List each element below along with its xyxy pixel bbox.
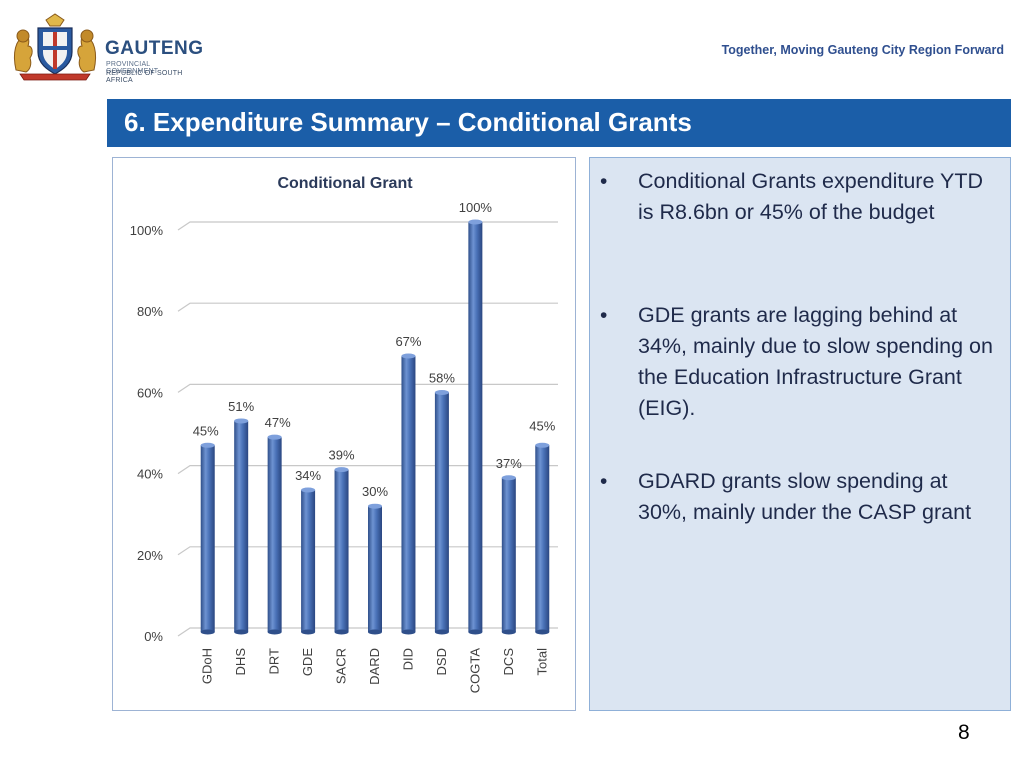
bullet-text: Conditional Grants expenditure YTD is R8… xyxy=(638,169,983,224)
data-label: 51% xyxy=(228,399,254,414)
y-tick-label: 20% xyxy=(137,548,163,563)
bar-base xyxy=(468,629,483,635)
bar xyxy=(200,445,215,632)
bar-cap xyxy=(267,434,282,440)
bar-cap xyxy=(200,442,215,448)
logo-subtitle-provincial: PROVINCIAL GOVERNMENT xyxy=(106,61,159,75)
x-tick-label: GDoH xyxy=(200,648,215,684)
x-axis: GDoH DHS DRT GDE SACR DARD DID DSD COGTA DCS Total xyxy=(200,648,550,694)
gridline xyxy=(177,383,558,393)
data-label: 47% xyxy=(265,415,291,430)
x-tick-label: DRT xyxy=(267,648,282,675)
bar-base xyxy=(368,629,382,635)
bar-base xyxy=(234,629,249,635)
bar-base xyxy=(501,629,516,635)
bar xyxy=(501,477,516,632)
x-tick-label: DHS xyxy=(233,648,248,676)
bar xyxy=(401,355,416,632)
y-tick-label: 60% xyxy=(137,385,163,400)
conditional-grant-chart: Conditional Grant 0% 20% 40% 60% 80% 100% 45%… xyxy=(130,175,558,694)
data-label: 34% xyxy=(295,468,321,483)
y-axis: 0% 20% 40% 60% 80% 100% xyxy=(130,223,164,644)
chart-panel: Conditional Grant 0% 20% 40% 60% 80% 100% 45%… xyxy=(112,157,576,711)
bar-cap xyxy=(234,418,249,424)
data-label: 30% xyxy=(362,484,388,499)
bar-cap xyxy=(334,467,349,473)
bar-base xyxy=(434,629,449,635)
bar-base xyxy=(334,629,349,635)
data-label: 37% xyxy=(496,456,522,471)
bar xyxy=(234,420,249,632)
x-tick-label: DID xyxy=(400,648,415,670)
x-tick-label: DSD xyxy=(434,648,449,675)
page-number: 8 xyxy=(958,721,970,744)
data-label: 100% xyxy=(459,200,493,215)
bar-cap xyxy=(434,390,449,396)
chart-title: Conditional Grant xyxy=(277,175,413,192)
bar-base xyxy=(301,629,316,635)
y-tick-label: 100% xyxy=(130,223,164,238)
gridline xyxy=(177,221,558,231)
bar xyxy=(434,392,449,632)
data-label: 45% xyxy=(193,423,219,438)
x-tick-label: DCS xyxy=(501,648,516,676)
x-tick-label: SACR xyxy=(334,648,349,684)
bar-cap xyxy=(301,487,316,493)
gridline xyxy=(177,302,558,312)
bars: 45% 51% 47% 34% 39% 30% 67% 58% 100% 37% 45% xyxy=(193,200,556,635)
bar-base xyxy=(535,629,550,635)
header-tagline: Together, Moving Gauteng City Region For… xyxy=(721,43,1004,57)
data-label: 45% xyxy=(529,418,555,433)
bar-cap xyxy=(501,475,516,481)
bar-cap xyxy=(468,219,483,225)
y-tick-label: 0% xyxy=(144,629,163,644)
bullet-text: GDE grants are lagging behind at 34%, ma… xyxy=(638,303,993,420)
bullet-symbol: • xyxy=(600,470,608,493)
bar-cap xyxy=(535,442,550,448)
coat-of-arms-icon xyxy=(13,13,97,81)
bar xyxy=(535,445,550,632)
commentary-panel: • Conditional Grants expenditure YTD is … xyxy=(589,157,1011,711)
y-tick-label: 80% xyxy=(137,304,163,319)
slide-title: 6. Expenditure Summary – Conditional Gra… xyxy=(124,107,692,137)
bar xyxy=(468,222,483,632)
y-tick-label: 40% xyxy=(137,467,163,482)
bar xyxy=(267,437,282,632)
bar-base xyxy=(267,629,282,635)
bar-cap xyxy=(368,503,382,509)
x-tick-label: GDE xyxy=(300,648,315,677)
logo-name: GAUTENG xyxy=(105,38,204,59)
gauteng-logo: GAUTENG PROVINCIAL GOVERNMENT REPUBLIC O… xyxy=(10,12,203,84)
data-label: 39% xyxy=(329,448,355,463)
bar xyxy=(334,469,349,632)
bullet-text: GDARD grants slow spending at 30%, mainl… xyxy=(638,469,972,524)
bar xyxy=(368,506,382,632)
bar-base xyxy=(401,629,416,635)
slide-title-bar: 6. Expenditure Summary – Conditional Gra… xyxy=(107,99,1011,147)
x-tick-label: COGTA xyxy=(467,648,482,694)
x-tick-label: Total xyxy=(534,648,549,676)
bullet-symbol: • xyxy=(600,304,608,327)
bar-base xyxy=(200,629,215,635)
data-label: 58% xyxy=(429,371,455,386)
bar xyxy=(301,489,316,632)
x-tick-label: DARD xyxy=(367,648,382,685)
bar-cap xyxy=(401,353,416,359)
data-label: 67% xyxy=(395,334,421,349)
bullet-symbol: • xyxy=(600,170,608,193)
logo-subtitle-republic: REPUBLIC OF SOUTH AFRICA xyxy=(106,70,183,84)
